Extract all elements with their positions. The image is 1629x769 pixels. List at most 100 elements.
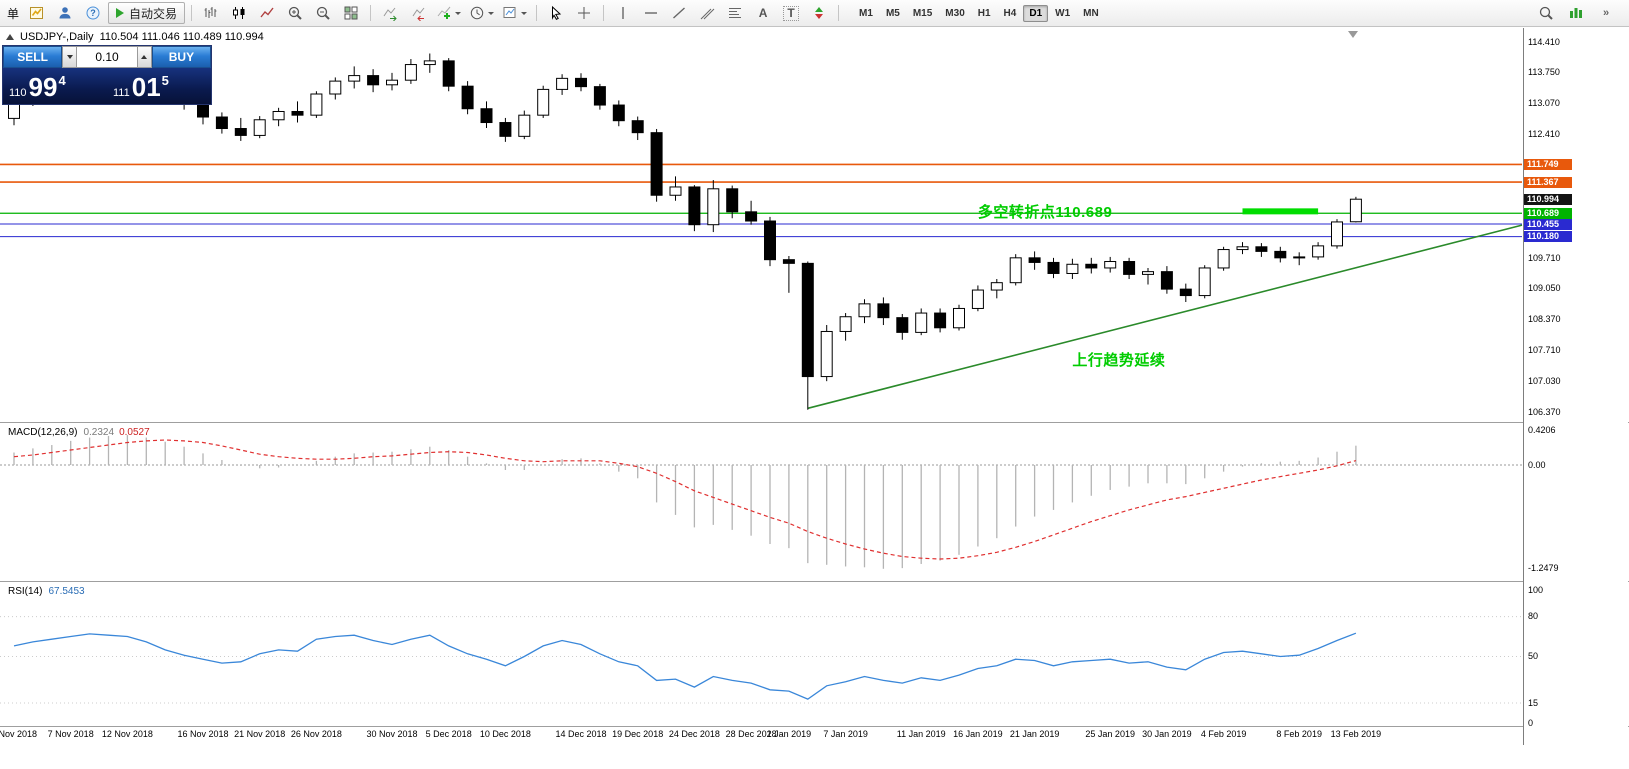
periods-clock-icon[interactable] (466, 2, 497, 24)
rsi-axis-label: 15 (1528, 697, 1539, 708)
macd-main-value: 0.2324 (83, 427, 115, 438)
chart-line-icon[interactable] (254, 2, 280, 24)
date-axis-label: 4 Feb 2019 (1200, 729, 1247, 739)
add-indicator-icon[interactable] (433, 2, 464, 24)
panel-separator[interactable] (0, 581, 1629, 582)
price-axis-label: 107.030 (1528, 376, 1561, 387)
horizontal-line-icon[interactable] (638, 2, 664, 24)
date-axis-label: 7 Nov 2018 (47, 729, 94, 739)
date-axis[interactable]: 2 Nov 2018 7 Nov 2018 12 Nov 2018 16 Nov 20… (0, 727, 1523, 744)
price-axis[interactable]: 114.410 113.750 113.070 112.410 109.710 109.0… (1523, 28, 1628, 745)
auto-trading-button[interactable]: 自动交易 (108, 2, 186, 24)
market-watch-user-icon[interactable] (52, 2, 78, 24)
zoom-in-icon[interactable] (282, 2, 308, 24)
chart-candles-icon[interactable] (226, 2, 252, 24)
chart-bars-icon[interactable] (198, 2, 224, 24)
price-axis-label: 107.710 (1528, 344, 1561, 355)
trendline (807, 224, 1523, 410)
timeframe-button-MN[interactable]: MN (1083, 7, 1099, 19)
price-axis-label: 113.070 (1528, 98, 1560, 109)
chart-symbol-period: USDJPY-,Daily (20, 31, 94, 43)
cursor-icon[interactable] (543, 2, 569, 24)
chevron-down-icon (521, 11, 528, 15)
date-axis-label: 2 Nov 2018 (0, 729, 38, 739)
auto-scroll-icon[interactable] (377, 2, 403, 24)
lot-increase-button[interactable] (137, 46, 152, 68)
price-axis-badge: 110.180 (1524, 231, 1572, 243)
data-window-icon[interactable] (1563, 2, 1589, 24)
chart-shift-icon[interactable] (405, 2, 431, 24)
toolbar-separator (838, 5, 840, 21)
lot-size-input[interactable] (77, 46, 137, 68)
toolbar-overflow-chevron[interactable]: » (1602, 7, 1610, 19)
date-axis-label: 16 Nov 2018 (177, 729, 229, 739)
chart-annotation[interactable]: 多空转折点110.689 (977, 203, 1113, 221)
timeframe-button-M5[interactable]: M5 (885, 7, 900, 19)
text-label-icon[interactable]: T (778, 2, 804, 24)
toolbar-separator (603, 5, 605, 21)
date-axis-label: 30 Nov 2018 (366, 729, 418, 739)
date-axis-label: 10 Dec 2018 (479, 729, 531, 739)
vertical-line-icon[interactable] (610, 2, 636, 24)
date-axis-label: 5 Dec 2018 (425, 729, 472, 739)
timeframe-button-H4[interactable]: H4 (1003, 7, 1017, 19)
panel-separator[interactable] (0, 422, 1629, 423)
search-icon[interactable] (1533, 2, 1559, 24)
chevron-down-icon (455, 11, 462, 15)
date-axis-label: 25 Jan 2019 (1085, 729, 1135, 739)
timeframe-button-H1[interactable]: H1 (977, 7, 991, 19)
macd-signal-value: 0.0527 (119, 427, 150, 438)
text-icon[interactable]: A (758, 6, 768, 20)
date-axis-label: 21 Jan 2019 (1009, 729, 1060, 739)
price-axis-label: 112.410 (1528, 128, 1560, 139)
timeframe-button-M1[interactable]: M1 (859, 7, 873, 19)
price-axis-label: 109.710 (1528, 252, 1561, 263)
rsi-label: RSI(14) 67.5453 (8, 586, 85, 597)
crosshair-icon[interactable] (571, 2, 597, 24)
timeframe-button-M15[interactable]: M15 (912, 7, 933, 19)
one-click-trading-panel: SELL BUY 110 99 4 111 01 5 (2, 45, 212, 105)
help-icon[interactable]: ? (80, 2, 106, 24)
date-axis-label: 12 Nov 2018 (101, 729, 153, 739)
new-chart-icon[interactable] (24, 2, 50, 24)
timeframe-button-M30[interactable]: M30 (945, 7, 965, 19)
chart-title: USDJPY-,Daily 110.504 111.046 110.489 11… (6, 31, 264, 43)
toolbar-right-group: » (1533, 2, 1625, 24)
date-axis-label: 30 Jan 2019 (1142, 729, 1192, 739)
templates-icon[interactable] (499, 2, 530, 24)
rsi-axis-label: 0 (1528, 717, 1534, 728)
tile-windows-icon[interactable] (338, 2, 364, 24)
equidistant-channel-icon[interactable] (694, 2, 720, 24)
lot-decrease-button[interactable] (62, 46, 77, 68)
chart-annotation[interactable]: 上行趋势延续 (1072, 351, 1166, 369)
timeframe-button-D1[interactable]: D1 (1023, 4, 1049, 22)
price-axis-label: 106.370 (1528, 406, 1561, 417)
ask-big-digits: 01 (131, 72, 161, 102)
ask-prefix: 111 (113, 87, 130, 99)
date-axis-label: 7 Jan 2019 (823, 729, 868, 739)
arrows-icon[interactable] (806, 2, 832, 24)
price-axis-badge: 111.749 (1524, 158, 1572, 170)
buy-button[interactable]: BUY (151, 46, 211, 68)
zoom-out-icon[interactable] (310, 2, 336, 24)
date-axis-label: 19 Dec 2018 (612, 729, 664, 739)
price-axis-badge: 111.367 (1524, 176, 1572, 188)
new-order-button[interactable]: 单 (7, 6, 20, 21)
ask-quote: 111 01 5 (107, 68, 211, 104)
macd-indicator (0, 435, 1522, 569)
date-axis-label: 11 Jan 2019 (896, 729, 946, 739)
svg-text:?: ? (90, 8, 96, 18)
timeframe-button-W1[interactable]: W1 (1055, 7, 1071, 19)
one-click-collapse-icon[interactable] (6, 34, 14, 40)
toolbar-separator (370, 5, 372, 21)
fibonacci-icon[interactable] (722, 2, 748, 24)
date-axis-label: 21 Nov 2018 (234, 729, 286, 739)
macd-axis-label: -1.2479 (1528, 563, 1559, 574)
sell-button[interactable]: SELL (3, 46, 63, 68)
trendline-icon[interactable] (666, 2, 692, 24)
date-axis-label: 8 Feb 2019 (1276, 729, 1322, 739)
price-axis-badge: 110.455 (1524, 218, 1572, 230)
panel-separator (0, 726, 1629, 727)
timeframe-group: M1 M5 M15 M30 H1 H4 D1 W1 MN (853, 4, 1105, 22)
